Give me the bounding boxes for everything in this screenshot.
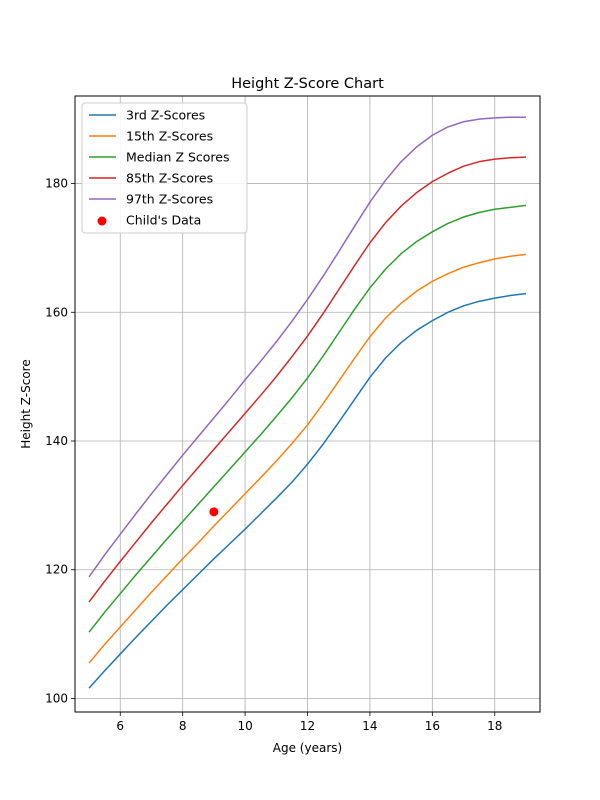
series-line-4: [88, 156, 526, 603]
legend: 3rd Z-Scores 15th Z-Scores Median Z Scores…: [81, 102, 248, 234]
legend-entry-label: 85th Z-Scores: [126, 171, 213, 186]
legend-entry-label: Child's Data: [126, 213, 201, 228]
series-line-1: [88, 292, 527, 689]
y-axis-ticks: 100 120 140 160 180: [45, 177, 75, 705]
series-line-3: [88, 204, 527, 633]
x-tick-label: 14: [362, 719, 377, 733]
chart-title: Height Z-Score Chart: [231, 76, 384, 92]
y-tick-label: 160: [45, 305, 68, 319]
x-tick-label: 18: [487, 719, 502, 733]
legend-entry-label: 15th Z-Scores: [126, 129, 213, 144]
y-axis-label: Height Z-Score: [19, 359, 33, 448]
y-tick-label: 180: [45, 177, 68, 191]
points-layer: [209, 507, 219, 517]
legend-entry-label: 3rd Z-Scores: [126, 108, 205, 123]
childs-data-point: [209, 507, 219, 517]
series-line-5: [88, 116, 526, 578]
y-tick-label: 100: [45, 691, 68, 705]
legend-swatch-point: [97, 216, 107, 226]
y-tick-label: 140: [45, 434, 68, 448]
series-layer: [88, 116, 527, 689]
x-tick-label: 10: [237, 719, 252, 733]
y-tick-label: 120: [45, 563, 68, 577]
x-axis-ticks: 6 8 10 12 14 16 18: [116, 712, 502, 733]
x-tick-label: 12: [300, 719, 315, 733]
x-tick-label: 16: [425, 719, 440, 733]
legend-entry-label: 97th Z-Scores: [126, 192, 213, 207]
legend-entry-label: Median Z Scores: [126, 150, 230, 165]
legend-box: [81, 102, 248, 234]
x-axis-label: Age (years): [273, 741, 342, 755]
x-tick-label: 6: [116, 719, 124, 733]
x-tick-label: 8: [179, 719, 187, 733]
series-line-2: [88, 253, 527, 664]
